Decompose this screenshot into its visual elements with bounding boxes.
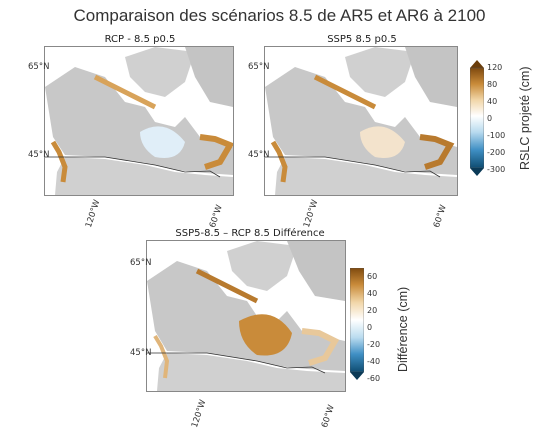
cb-rslc-tick: 0 [487, 114, 493, 123]
west-coast-band [50, 140, 68, 183]
figure-title: Comparaison des scénarios 8.5 de AR5 et … [73, 6, 486, 25]
map-diff-svg [147, 241, 345, 391]
lat-label-65n-p3: 65°N [130, 258, 152, 268]
lat-label-45n-p3: 45°N [130, 348, 152, 358]
us-landmass [157, 353, 345, 391]
west-coast-band [270, 140, 288, 183]
east-coast-band [301, 328, 340, 366]
cb-rslc-tick: -200 [487, 148, 506, 157]
greenland [405, 47, 457, 107]
arctic-islands [227, 241, 297, 291]
colorbar-rslc-svg [469, 60, 485, 176]
us-canada-border [45, 156, 221, 178]
map-rcp [44, 46, 234, 196]
canada-landmass [147, 261, 345, 371]
arctic-coast-band [195, 268, 259, 304]
cb-diff-tick: -40 [367, 357, 381, 366]
map-ssp-svg [265, 47, 457, 195]
us-landmass [55, 157, 233, 195]
cb-rslc-tick: 120 [487, 63, 503, 72]
lat-label-45n-p2: 45°N [248, 150, 270, 160]
cb-diff-tick: 60 [367, 272, 378, 281]
west-coast-band [153, 334, 170, 379]
colorbar-gradient [349, 267, 365, 373]
cb-diff-tick: 40 [367, 289, 378, 298]
canada-landmass [45, 67, 233, 175]
cb-rslc-tick: -100 [487, 131, 506, 140]
east-coast-band [199, 134, 233, 170]
hudson-bay [239, 314, 292, 356]
us-canada-border [265, 156, 441, 178]
lon-label-60w-p2: 60°W [432, 203, 449, 230]
cb-diff-tick: -60 [367, 374, 381, 383]
cb-diff-tick: -20 [367, 340, 381, 349]
cb-rslc-tick: 40 [487, 97, 498, 106]
cb-rslc-tick: 80 [487, 80, 498, 89]
colorbar-rslc-label: RSLC projeté (cm) [518, 66, 532, 171]
panel-title-ssp: SSP5 8.5 p0.5 [327, 34, 397, 45]
colorbar-rslc [469, 60, 485, 176]
east-coast-band [419, 134, 455, 170]
arctic-islands [345, 47, 415, 97]
colorbar-bottom-arrow [350, 372, 364, 380]
lon-label-120w-p1: 120°W [84, 198, 103, 230]
colorbar-diff-svg [349, 267, 365, 380]
lon-label-120w-p2: 120°W [302, 198, 321, 230]
panel-title-diff: SSP5-8.5 – RCP 8.5 Différence [175, 228, 325, 239]
arctic-coast-band [93, 74, 157, 110]
greenland [185, 47, 233, 107]
map-ssp [264, 46, 458, 196]
cb-diff-tick: 20 [367, 306, 378, 315]
colorbar-gradient [469, 67, 485, 169]
hudson-bay [140, 126, 185, 158]
hudson-bay [360, 126, 405, 158]
us-canada-border [147, 352, 326, 374]
lat-label-65n-p1: 65°N [28, 62, 50, 72]
map-rcp-svg [45, 47, 233, 195]
colorbar-bottom-arrow [470, 168, 484, 176]
arctic-coast-band [313, 74, 377, 110]
colorbar-diff-label: Différence (cm) [396, 286, 410, 372]
cb-rslc-tick: -300 [487, 165, 506, 174]
lon-label-120w-p3: 120°W [190, 398, 209, 430]
lon-label-60w-p1: 60°W [208, 203, 225, 230]
us-landmass [275, 157, 457, 195]
cb-diff-tick: 0 [367, 323, 373, 332]
map-diff [146, 240, 346, 392]
greenland [287, 241, 345, 301]
panel-title-rcp: RCP - 8.5 p0.5 [104, 34, 176, 45]
canada-landmass [265, 67, 457, 175]
lon-label-60w-p3: 60°W [320, 403, 337, 430]
arctic-islands [125, 47, 195, 97]
lat-label-65n-p2: 65°N [248, 62, 270, 72]
colorbar-top-arrow [470, 60, 484, 68]
colorbar-diff [349, 267, 365, 380]
lat-label-45n-p1: 45°N [28, 150, 50, 160]
